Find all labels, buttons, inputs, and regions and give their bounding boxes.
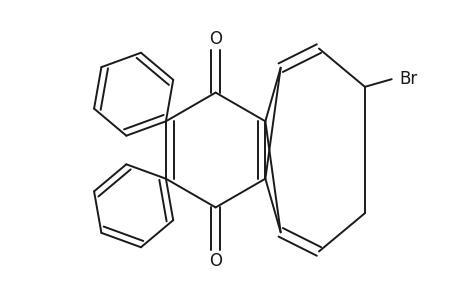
Text: O: O (209, 30, 222, 48)
Text: O: O (209, 252, 222, 270)
Text: Br: Br (398, 70, 417, 88)
